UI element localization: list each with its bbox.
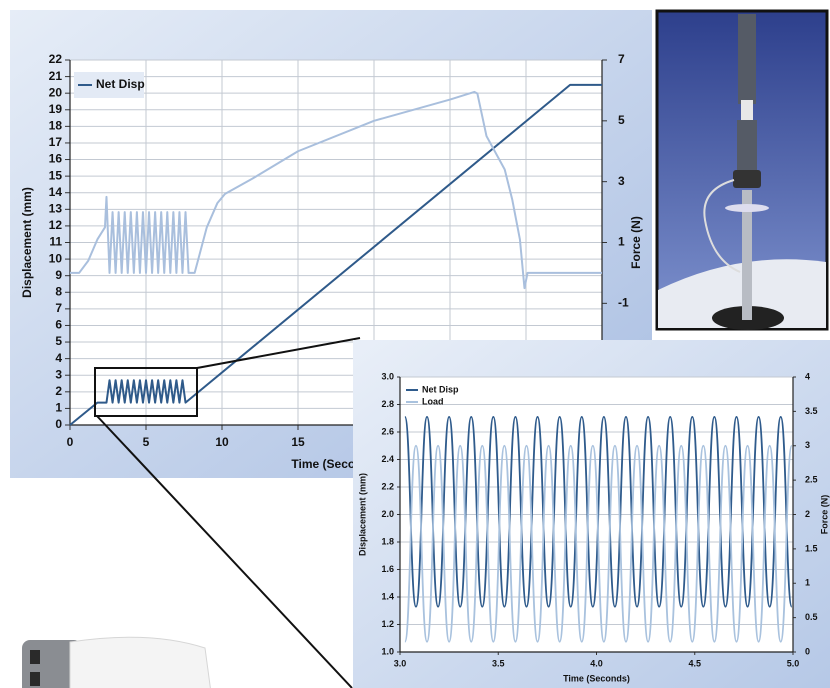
y-tick-label: 2.2 bbox=[381, 481, 394, 491]
y-tick-label: 13 bbox=[49, 201, 63, 215]
y-tick-label: 9 bbox=[55, 268, 62, 282]
device-slot bbox=[30, 672, 40, 686]
y2-tick-label: 3.5 bbox=[805, 406, 818, 416]
y2-tick-label: 4 bbox=[805, 371, 810, 381]
y2-tick-label: 1.5 bbox=[805, 543, 818, 553]
y-tick-label: 0 bbox=[55, 417, 62, 431]
y-tick-label: 1.2 bbox=[381, 619, 394, 629]
y2-tick-label: 5 bbox=[618, 113, 625, 127]
legend-label: Load bbox=[422, 396, 444, 406]
series-line bbox=[404, 415, 793, 608]
zoom-indicator bbox=[94, 337, 361, 688]
y2-tick-label: 2.5 bbox=[805, 475, 818, 485]
legend-label: Net Disp bbox=[422, 384, 459, 394]
device-slot bbox=[30, 650, 40, 664]
x-tick-label: 15 bbox=[291, 435, 305, 449]
zoom-line bbox=[196, 337, 361, 369]
y-tick-label: 17 bbox=[49, 135, 63, 149]
series-line bbox=[70, 90, 602, 290]
y-tick-label: 8 bbox=[55, 284, 62, 298]
y-tick-label: 10 bbox=[49, 251, 63, 265]
y2-tick-label: 0 bbox=[805, 646, 810, 656]
y-tick-label: 2.0 bbox=[381, 509, 394, 519]
x-tick-label: 5 bbox=[143, 435, 150, 449]
y-tick-label: 5 bbox=[55, 334, 62, 348]
x-axis-label: Time (Seconds) bbox=[563, 673, 630, 683]
y-tick-label: 20 bbox=[49, 85, 63, 99]
photo-specimen bbox=[741, 100, 753, 122]
y2-tick-label: 3 bbox=[618, 174, 625, 188]
photo-rod bbox=[742, 190, 752, 320]
y-axis-label: Displacement (mm) bbox=[357, 473, 367, 556]
y-tick-label: 21 bbox=[49, 69, 63, 83]
photo-cable bbox=[703, 179, 741, 273]
x-tick-label: 10 bbox=[215, 435, 229, 449]
y-tick-label: 19 bbox=[49, 102, 63, 116]
photo-disc bbox=[725, 204, 769, 212]
y2-tick-label: 1 bbox=[618, 235, 625, 249]
photo-clamp bbox=[737, 120, 757, 170]
y-tick-label: 22 bbox=[49, 52, 63, 66]
y2-tick-label: 1 bbox=[805, 578, 810, 588]
y-tick-label: 7 bbox=[55, 301, 62, 315]
photo-sensor bbox=[733, 170, 761, 188]
x-tick-label: 4.5 bbox=[688, 658, 701, 668]
y-tick-label: 18 bbox=[49, 119, 63, 133]
y-tick-label: 16 bbox=[49, 152, 63, 166]
y-tick-label: 2.6 bbox=[381, 426, 394, 436]
x-tick-label: 3.5 bbox=[492, 658, 505, 668]
y-tick-label: 3 bbox=[55, 367, 62, 381]
y-tick-label: 14 bbox=[49, 185, 63, 199]
y-tick-label: 2.8 bbox=[381, 399, 394, 409]
device-body bbox=[69, 636, 211, 688]
y-tick-label: 2.4 bbox=[381, 454, 394, 464]
y2-tick-label: 0.5 bbox=[805, 612, 818, 622]
y-tick-label: 1.4 bbox=[381, 591, 394, 601]
y2-axis-label: Force (N) bbox=[819, 495, 829, 535]
series-line bbox=[404, 444, 793, 643]
y2-tick-label: 7 bbox=[618, 52, 625, 66]
zoom-line bbox=[96, 415, 353, 688]
photo-clamp bbox=[738, 14, 756, 104]
y2-axis-label: Force (N) bbox=[629, 216, 643, 269]
y-tick-label: 11 bbox=[49, 235, 62, 249]
y-tick-label: 12 bbox=[49, 218, 63, 232]
x-tick-label: 4.0 bbox=[590, 658, 603, 668]
y-tick-label: 1.6 bbox=[381, 564, 394, 574]
y-axis-label: Displacement (mm) bbox=[20, 187, 34, 298]
zoom-box bbox=[94, 367, 198, 417]
photo bbox=[655, 9, 829, 331]
x-tick-label: 5.0 bbox=[787, 658, 800, 668]
y-tick-label: 6 bbox=[55, 318, 62, 332]
legend-label: Net Disp bbox=[96, 77, 145, 91]
y-tick-label: 1.0 bbox=[381, 646, 394, 656]
y2-tick-label: 3 bbox=[805, 440, 810, 450]
y2-tick-label: 2 bbox=[805, 509, 810, 519]
inset-chart: 1.0 1.2 1.4 1.6 1.8 2.0 2.2 2.4 2.6 2.8 3.0 3.0 3.5 4… bbox=[353, 340, 830, 688]
y2-tick-label: -1 bbox=[618, 296, 629, 310]
y-tick-label: 15 bbox=[49, 168, 63, 182]
x-tick-label: 3.0 bbox=[394, 658, 407, 668]
y-tick-label: 1 bbox=[55, 401, 62, 415]
x-tick-label: 0 bbox=[67, 435, 74, 449]
y-tick-label: 2 bbox=[55, 384, 62, 398]
y-tick-label: 1.8 bbox=[381, 536, 394, 546]
y-tick-label: 3.0 bbox=[381, 371, 394, 381]
y-tick-label: 4 bbox=[55, 351, 62, 365]
device bbox=[22, 636, 211, 688]
series-line bbox=[69, 83, 602, 426]
